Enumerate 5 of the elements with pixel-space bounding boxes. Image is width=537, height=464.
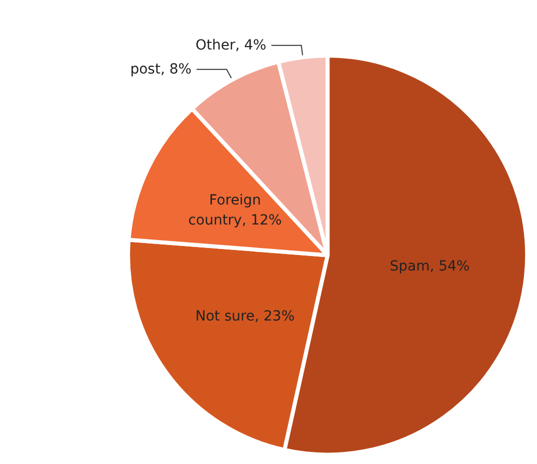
slice-label: post, 8% [130, 61, 192, 78]
slice-label: Not sure, 23% [195, 308, 295, 324]
slice-label: Spam, 54% [390, 258, 470, 274]
slice-label: Other, 4% [195, 37, 266, 54]
slice-label: Foreign country, 12% [188, 192, 282, 228]
